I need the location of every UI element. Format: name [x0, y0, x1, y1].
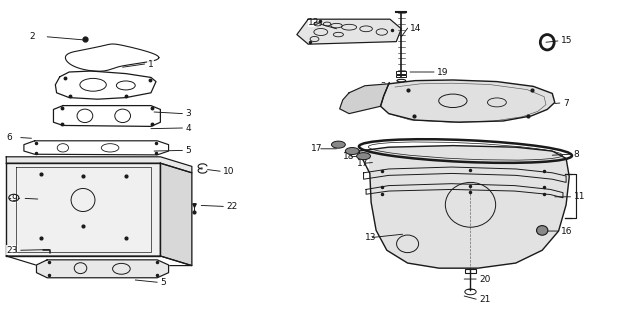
Text: 3: 3	[186, 109, 191, 118]
Bar	[465, 269, 476, 273]
Text: 5: 5	[160, 278, 166, 287]
Text: 10: 10	[223, 167, 235, 176]
Circle shape	[331, 141, 345, 148]
Polygon shape	[297, 19, 401, 44]
Text: 24: 24	[381, 82, 392, 91]
Text: 5: 5	[186, 146, 191, 155]
Text: 13: 13	[365, 233, 376, 242]
Polygon shape	[340, 84, 389, 114]
Polygon shape	[36, 260, 169, 278]
Text: 6: 6	[6, 133, 12, 142]
Text: 15: 15	[561, 36, 572, 45]
Text: 19: 19	[437, 68, 448, 76]
Circle shape	[357, 153, 370, 160]
Text: 12: 12	[308, 18, 320, 27]
Polygon shape	[6, 157, 192, 173]
Circle shape	[345, 148, 359, 155]
Text: 20: 20	[479, 275, 491, 284]
Text: 16: 16	[561, 227, 572, 236]
Text: 8: 8	[574, 150, 579, 159]
Polygon shape	[359, 146, 569, 268]
Ellipse shape	[537, 226, 548, 235]
Text: 11: 11	[574, 192, 585, 201]
Text: 1: 1	[148, 60, 153, 68]
Text: 17: 17	[311, 144, 323, 153]
Text: 21: 21	[479, 295, 491, 304]
Text: 2: 2	[29, 32, 35, 41]
Bar	[396, 75, 406, 77]
Text: 22: 22	[226, 202, 238, 211]
Text: 23: 23	[6, 246, 18, 255]
Text: 7: 7	[563, 99, 569, 108]
Text: 17: 17	[357, 159, 369, 168]
Text: 14: 14	[410, 24, 421, 33]
Polygon shape	[6, 163, 160, 256]
Text: 4: 4	[186, 124, 191, 132]
Polygon shape	[381, 80, 555, 122]
Text: 18: 18	[343, 152, 354, 161]
Bar	[396, 71, 406, 74]
Polygon shape	[160, 163, 192, 266]
Text: 9: 9	[11, 194, 17, 203]
